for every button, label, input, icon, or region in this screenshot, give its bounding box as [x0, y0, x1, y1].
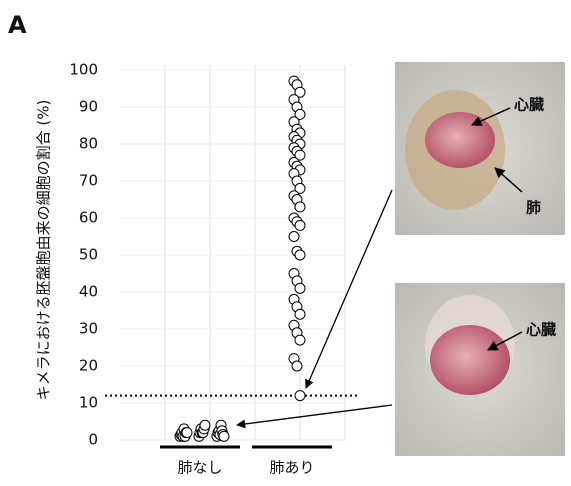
- photo-label: 心臓: [526, 321, 556, 339]
- point: [295, 250, 305, 260]
- y-tick-label: 0: [88, 431, 98, 449]
- y-tick-label: 60: [79, 209, 98, 227]
- y-axis-label: キメラにおける胚盤胞由来の細胞の割合 (%): [35, 100, 53, 401]
- photo-label: 肺: [526, 199, 541, 217]
- x-tick-label: 肺あり: [269, 459, 314, 477]
- y-tick-label: 10: [79, 394, 98, 412]
- point: [219, 431, 229, 441]
- point: [295, 202, 305, 212]
- arrow: [306, 190, 392, 388]
- figure: A キメラにおける胚盤胞由来の細胞の割合 (%) 0 10 20 30 40 50 60 70…: [0, 0, 571, 482]
- photo: 心臓 肺: [395, 62, 565, 235]
- point: [200, 420, 210, 430]
- panel-label: A: [8, 11, 27, 39]
- y-tick-label: 20: [79, 357, 98, 375]
- point: [295, 391, 305, 401]
- point: [289, 232, 299, 242]
- point: [295, 220, 305, 230]
- y-tick-label: 80: [79, 135, 98, 153]
- y-tick-label: 100: [69, 61, 98, 79]
- y-tick-label: 30: [79, 320, 98, 338]
- y-tick-label: 70: [79, 172, 98, 190]
- point: [295, 335, 305, 345]
- photo-label: 心臓: [514, 96, 544, 114]
- y-tick-label: 50: [79, 246, 98, 264]
- y-tick-label: 40: [79, 283, 98, 301]
- point: [292, 361, 302, 371]
- point: [295, 283, 305, 293]
- point: [295, 309, 305, 319]
- y-tick-label: 90: [79, 98, 98, 116]
- x-tick-label: 肺なし: [177, 459, 222, 477]
- point: [182, 428, 192, 438]
- arrow: [237, 405, 392, 425]
- photo: 心臓: [395, 283, 565, 456]
